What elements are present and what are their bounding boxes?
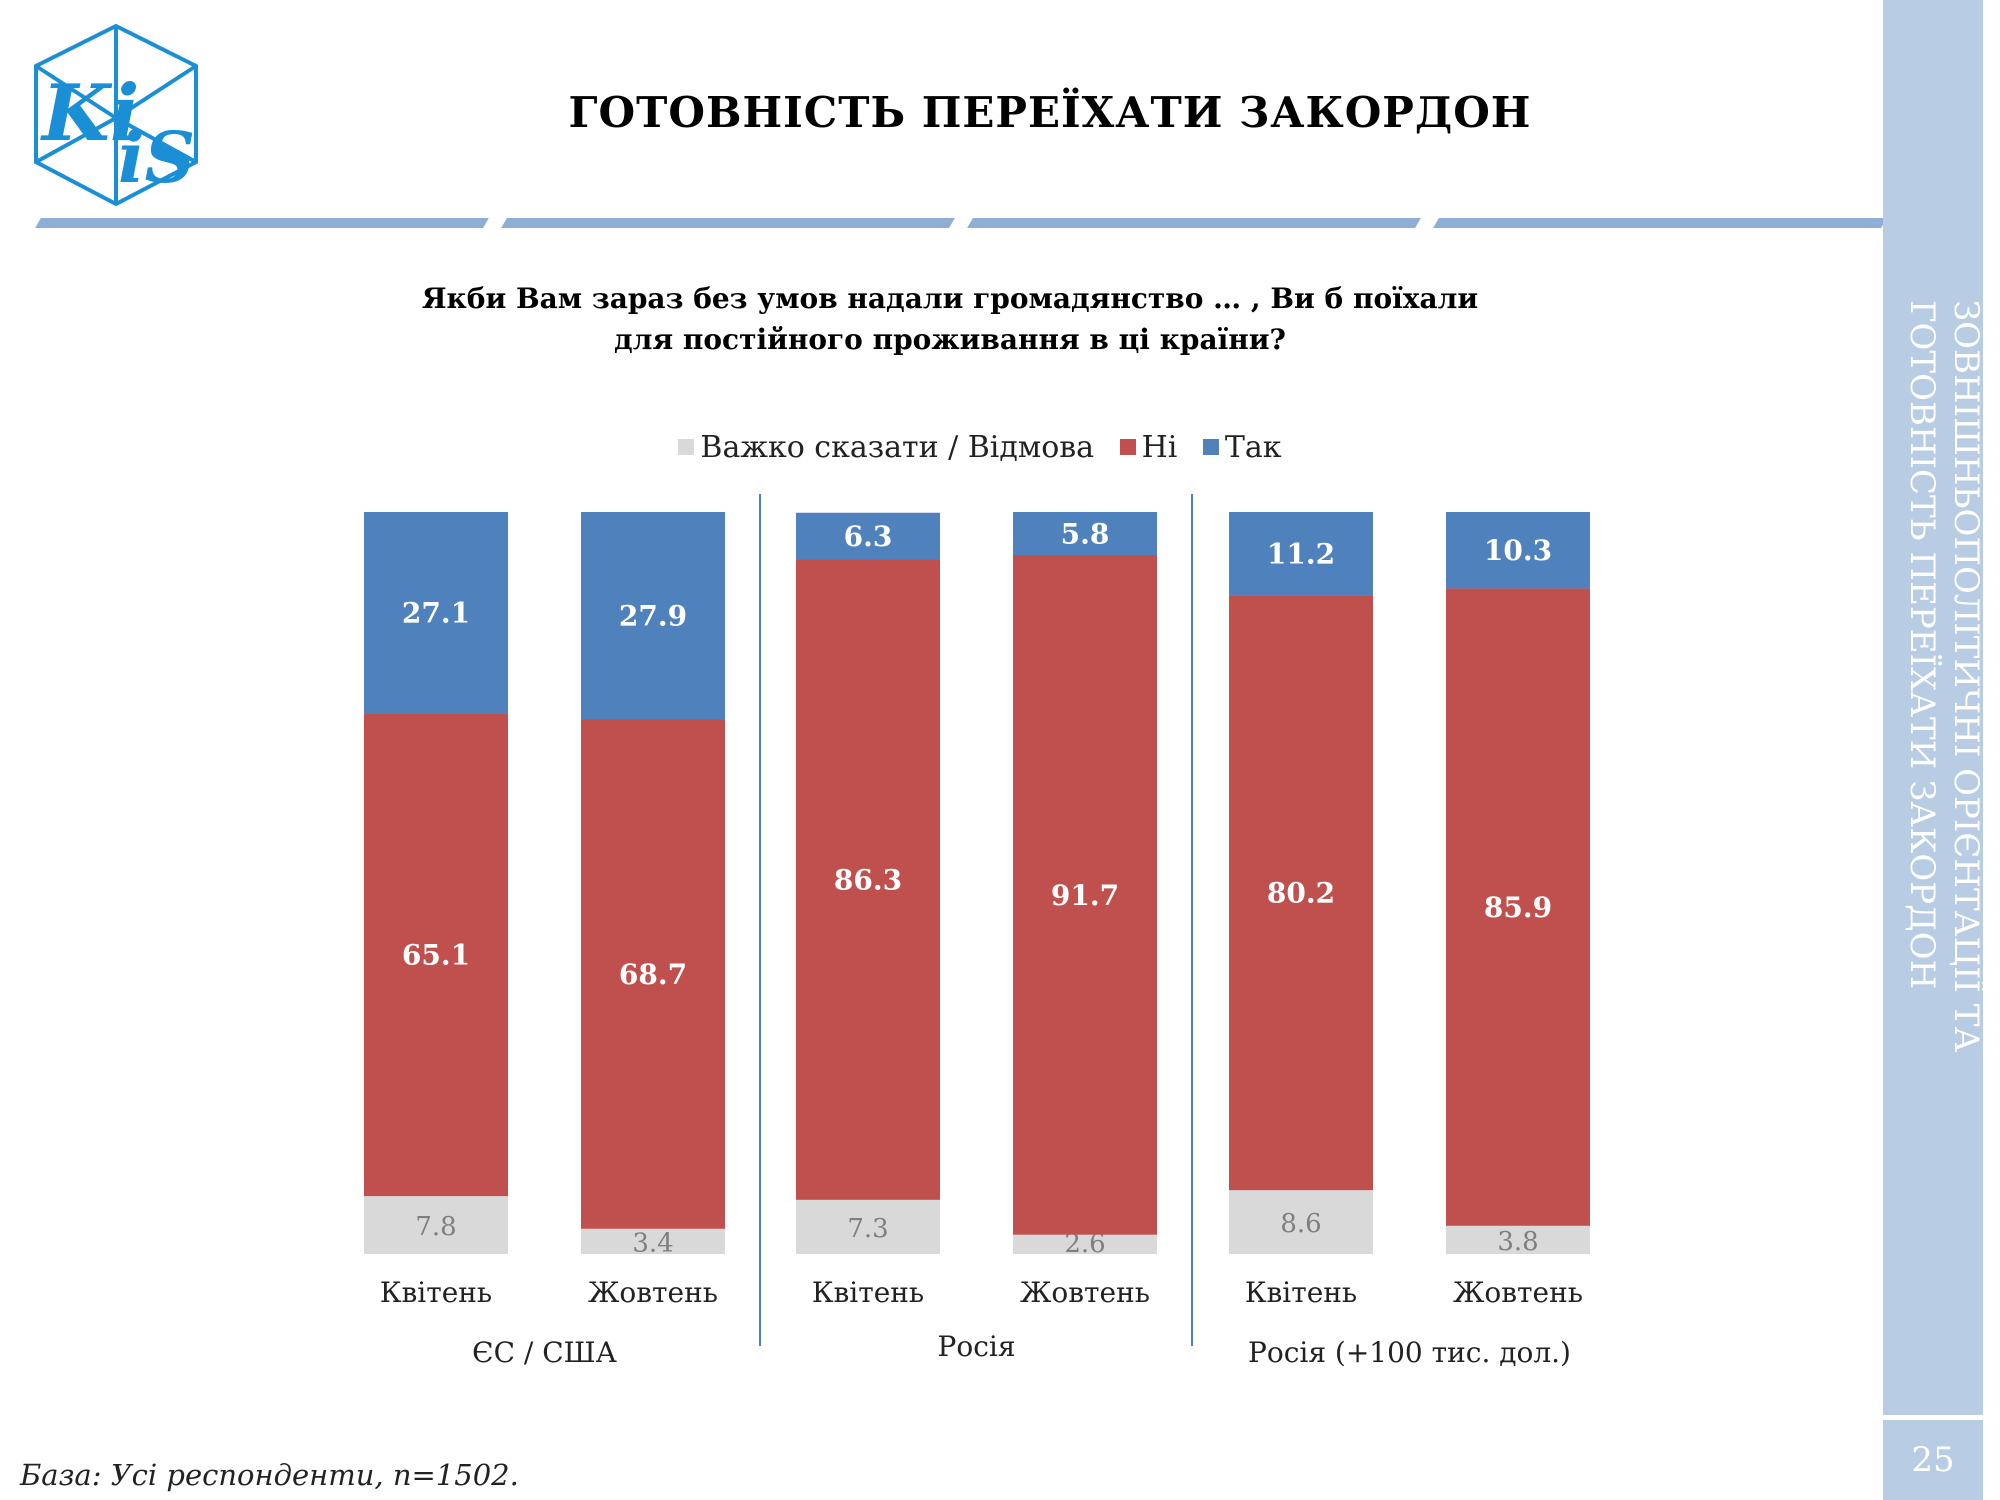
legend-label: Так (1224, 429, 1282, 465)
category-label: Жовтень (1020, 1276, 1150, 1309)
category-label: Квітень (1245, 1276, 1357, 1309)
category-label: Квітень (812, 1276, 924, 1309)
group-label: ЄС / США (472, 1336, 617, 1369)
bar-segment (1446, 588, 1590, 1226)
data-label: 8.6 (1280, 1209, 1321, 1239)
data-label: 85.9 (1484, 891, 1552, 924)
sidebar: ЗОВНІШНЬОПОЛІТИЧНІ ОРІЄНТАЦІЇ ТА ГОТОВНІ… (1883, 0, 1986, 1415)
bar-segment (364, 713, 508, 1197)
legend-swatch (678, 439, 695, 455)
data-label: 91.7 (1051, 879, 1119, 912)
bar-segment (796, 559, 940, 1200)
bar-segment (1446, 512, 1590, 589)
bar-segment (364, 1196, 508, 1254)
legend-swatch (1119, 439, 1136, 455)
sidebar-line-2: ГОТОВНІСТЬ ПЕРЕЇХАТИ ЗАКОРДОН (1902, 300, 1942, 990)
base-note: База: Усі респонденти, n=1502. (20, 1458, 519, 1492)
legend-item: Важко сказати / Відмова (678, 430, 1094, 465)
question-line-1: Якби Вам зараз без умов надали громадянс… (421, 282, 1479, 315)
group-label: Росія (+100 тис. дол.) (1248, 1336, 1571, 1369)
category-label: Жовтень (1453, 1276, 1583, 1309)
data-label: 3.4 (632, 1228, 673, 1258)
bar-segment (364, 512, 508, 714)
page-title: ГОТОВНІСТЬ ПЕРЕЇХАТИ ЗАКОРДОН (568, 88, 1532, 137)
legend-item: Так (1202, 429, 1282, 465)
svg-text:Ki: Ki (40, 68, 139, 159)
data-label: 7.3 (847, 1214, 888, 1244)
svg-text:iS: iS (118, 116, 195, 199)
category-label: Жовтень (588, 1276, 718, 1309)
bar-segment (1446, 1225, 1590, 1254)
data-label: 27.9 (619, 600, 687, 633)
bar-segment (1013, 554, 1157, 1235)
data-label: 86.3 (834, 864, 902, 897)
data-label: 68.7 (619, 958, 687, 991)
group-label: Росія (938, 1330, 1016, 1363)
legend-label: Важко сказати / Відмова (700, 429, 1095, 465)
data-label: 11.2 (1267, 538, 1335, 571)
legend-label: Ні (1141, 429, 1178, 465)
data-label: 7.8 (415, 1212, 456, 1242)
data-label: 6.3 (844, 520, 893, 553)
data-label: 10.3 (1484, 534, 1552, 567)
data-label: 5.8 (1061, 517, 1110, 550)
chart-legend: Важко сказати / Відмова Ні Так (0, 428, 1960, 465)
bar-segment (796, 1199, 940, 1254)
question-line-2: для постійного проживання в ці країни? (614, 323, 1286, 356)
chart-question: Якби Вам зараз без умов надали громадянс… (250, 278, 1650, 360)
stacked-bar-chart: 7.8 65.1 27.1 Квітень 3.4 68.7 27.9 Жовтень 7.3 8… (364, 494, 1590, 1369)
data-label: 65.1 (402, 939, 470, 972)
bar-segment (581, 719, 725, 1229)
category-label: Квітень (380, 1276, 492, 1309)
page-number: 25 (1883, 1420, 1983, 1500)
legend-item: Ні (1119, 429, 1178, 465)
bar-segment (581, 1228, 725, 1254)
bar-segment (1229, 1190, 1373, 1254)
bar-segment (1013, 1234, 1157, 1254)
bar-segment (1229, 595, 1373, 1191)
bar-segment (581, 512, 725, 720)
sidebar-section-title: ЗОВНІШНЬОПОЛІТИЧНІ ОРІЄНТАЦІЇ ТА ГОТОВНІ… (1900, 300, 1988, 1052)
sidebar-line-1: ЗОВНІШНЬОПОЛІТИЧНІ ОРІЄНТАЦІЇ ТА (1946, 300, 1986, 1053)
bar-segment (796, 512, 940, 560)
bar-segment (1229, 512, 1373, 596)
data-label: 3.8 (1497, 1227, 1538, 1257)
kiis-logo: Ki iS (34, 23, 198, 207)
bar-segment (1013, 512, 1157, 555)
legend-swatch (1202, 439, 1219, 455)
data-label: 27.1 (402, 597, 470, 630)
data-label: 80.2 (1267, 877, 1335, 910)
